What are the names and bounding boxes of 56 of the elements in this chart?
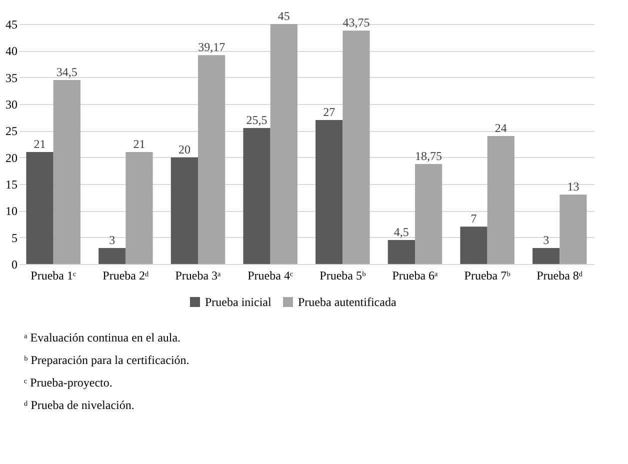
- data-label: 4,5: [394, 225, 409, 239]
- y-tick-label: 40: [6, 44, 18, 58]
- data-label: 3: [543, 233, 550, 247]
- y-tick-label: 5: [12, 230, 18, 245]
- data-label: 43,75: [342, 16, 370, 30]
- legend-label: Prueba autentificada: [298, 295, 397, 309]
- data-label: 18,75: [415, 149, 442, 163]
- data-label: 45: [278, 9, 290, 23]
- bar: [316, 120, 343, 264]
- bar: [560, 194, 587, 264]
- bar: [243, 128, 270, 264]
- data-label: 34,5: [56, 65, 78, 79]
- data-label: 39,17: [198, 40, 226, 54]
- data-label: 7: [470, 212, 477, 226]
- data-label: 21: [133, 137, 146, 151]
- y-tick-label: 15: [6, 178, 18, 192]
- bar: [98, 248, 126, 264]
- x-tick-label: Prueba 6ᵃ: [392, 268, 439, 282]
- x-tick-label: Prueba 2ᵈ: [102, 268, 149, 282]
- y-tick-label: 0: [12, 258, 18, 272]
- legend-label: Prueba inicial: [205, 295, 272, 309]
- data-label: 21: [34, 137, 46, 151]
- bar: [53, 80, 80, 264]
- text: ᶜ Prueba-proyecto.: [24, 375, 112, 390]
- bar: [460, 226, 488, 264]
- y-tick-label: 30: [6, 98, 18, 112]
- y-tick-label: 25: [6, 124, 18, 138]
- bar: [388, 240, 415, 264]
- y-tick-label: 10: [6, 204, 18, 218]
- bar: [532, 248, 560, 264]
- x-tick-label: Prueba 4ᶜ: [248, 268, 294, 282]
- x-tick-label: Prueba 5ᵇ: [320, 268, 366, 282]
- y-tick-label: 20: [6, 150, 18, 165]
- bar: [126, 152, 153, 264]
- bar: [342, 30, 370, 264]
- data-label: 24: [494, 121, 507, 135]
- data-label: 25,5: [246, 113, 268, 127]
- text: ᵇ Preparación para la certificación.: [24, 352, 190, 367]
- bar: [198, 55, 226, 264]
- bar: [26, 152, 54, 264]
- text: ᵃ Evaluación continua en el aula.: [24, 330, 181, 344]
- data-label: 13: [567, 180, 580, 194]
- bar: [270, 24, 298, 264]
- data-label: 20: [178, 142, 190, 156]
- data-label: 27: [323, 105, 336, 119]
- bar: [487, 136, 514, 264]
- bar: [170, 157, 198, 264]
- y-tick-label: 35: [6, 70, 18, 85]
- y-tick-label: 45: [6, 18, 18, 32]
- text: ᵈ Prueba de nivelación.: [24, 398, 134, 412]
- x-tick-label: Prueba 7ᵇ: [464, 268, 511, 282]
- x-tick-label: Prueba 8ᵈ: [536, 268, 583, 282]
- x-tick-label: Prueba 1ᶜ: [30, 268, 76, 282]
- x-tick-label: Prueba 3ᵃ: [175, 268, 222, 282]
- bar: [414, 164, 442, 264]
- data-label: 3: [109, 233, 116, 247]
